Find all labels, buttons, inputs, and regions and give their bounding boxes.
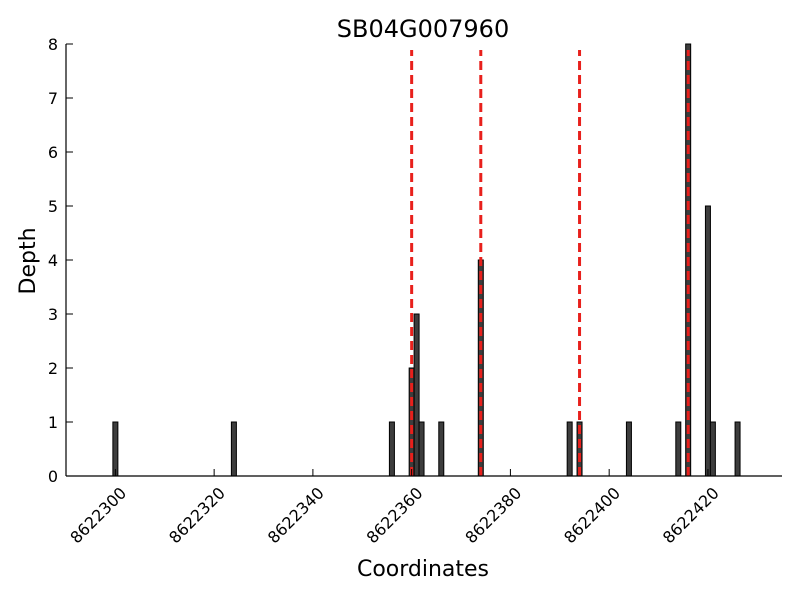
y-ticks-group: 0 1 2 3 4 5 6 7 8 — [48, 35, 73, 486]
y-tick-label-1: 1 — [48, 413, 58, 432]
y-tick-label-7: 7 — [48, 89, 58, 108]
bar-1 — [230, 421, 237, 477]
x-tick-label-4: 8622380 — [461, 483, 525, 547]
bar-13 — [704, 205, 711, 477]
x-tick-label-3: 8622360 — [363, 483, 427, 547]
bar-2 — [388, 421, 395, 477]
bar-10 — [625, 421, 632, 477]
y-tick-label-4: 4 — [48, 251, 58, 270]
y-tick-label-8: 8 — [48, 35, 58, 54]
bar-6 — [438, 421, 445, 477]
y-tick-label-2: 2 — [48, 359, 58, 378]
x-tick-label-0: 8622300 — [66, 483, 130, 547]
x-ticks-group: 8622300 8622320 8622340 8622360 8622380 86224… — [66, 469, 723, 547]
y-tick-label-6: 6 — [48, 143, 58, 162]
x-tick-label-5: 8622400 — [560, 483, 624, 547]
bars-group — [112, 43, 741, 477]
bar-0 — [112, 421, 119, 477]
x-tick-label-6: 8622420 — [659, 483, 723, 547]
bar-5 — [418, 421, 425, 477]
x-tick-label-2: 8622340 — [264, 483, 328, 547]
bar-14 — [709, 421, 716, 477]
bar-11 — [675, 421, 682, 477]
markers-group — [410, 50, 690, 476]
chart-title: SB04G007960 — [337, 15, 509, 43]
bar-4 — [413, 313, 420, 477]
x-tick-label-1: 8622320 — [165, 483, 229, 547]
x-axis-label: Coordinates — [357, 557, 489, 582]
y-tick-label-0: 0 — [48, 467, 58, 486]
bar-15 — [734, 421, 741, 477]
axes-group — [65, 44, 782, 477]
y-tick-label-5: 5 — [48, 197, 58, 216]
y-tick-label-3: 3 — [48, 305, 58, 324]
y-axis-label: Depth — [16, 227, 41, 294]
bar-8 — [566, 421, 573, 477]
